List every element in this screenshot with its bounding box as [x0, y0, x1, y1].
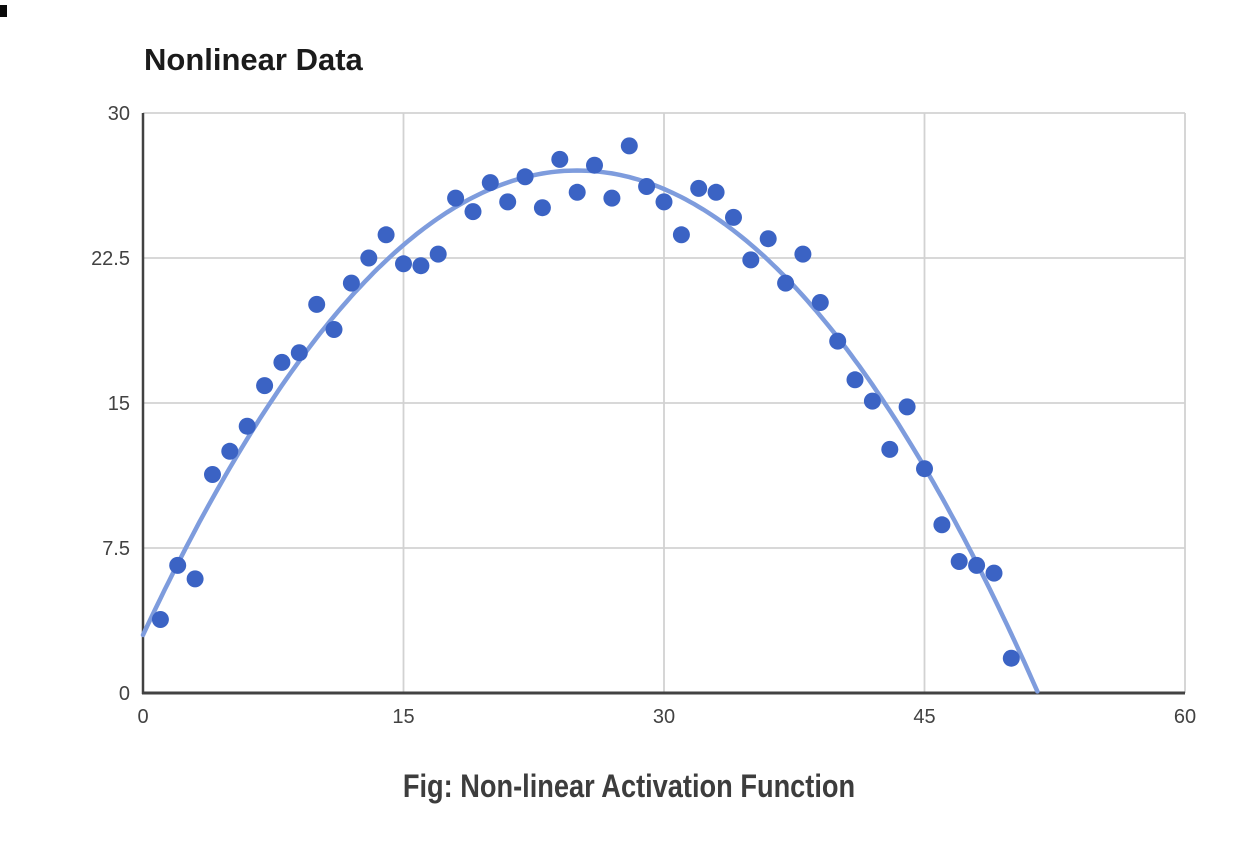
chart-title: Nonlinear Data	[144, 42, 363, 77]
y-tick-label: 15	[108, 393, 130, 415]
data-point	[811, 294, 829, 311]
data-point	[516, 168, 534, 186]
data-point	[759, 230, 777, 248]
data-point	[464, 203, 482, 221]
y-tick-label: 7.5	[102, 538, 130, 560]
data-point	[829, 332, 847, 350]
data-point	[169, 556, 187, 574]
data-point	[985, 564, 1003, 582]
x-tick-label: 60	[1174, 706, 1196, 728]
data-point	[898, 398, 916, 416]
data-point	[481, 174, 499, 192]
data-point	[846, 371, 864, 389]
data-point	[1002, 649, 1020, 667]
data-point	[707, 183, 725, 201]
data-point	[499, 193, 517, 211]
data-point	[342, 274, 360, 292]
screenshot-corner-artifact	[0, 5, 7, 17]
data-point	[412, 257, 430, 275]
data-point	[620, 137, 638, 155]
data-point	[777, 274, 795, 292]
data-point	[360, 249, 378, 267]
data-point	[186, 570, 204, 588]
data-point	[273, 353, 291, 371]
data-point	[221, 442, 239, 460]
data-point	[447, 189, 465, 207]
data-point	[672, 226, 690, 244]
data-point	[968, 556, 986, 574]
data-point	[950, 553, 968, 570]
data-point	[308, 295, 326, 313]
data-point	[325, 321, 343, 338]
data-point	[238, 417, 256, 435]
data-point	[742, 251, 760, 269]
data-point	[603, 189, 621, 207]
data-point	[881, 440, 899, 458]
data-point	[151, 611, 169, 628]
data-point	[429, 245, 447, 263]
data-point	[794, 245, 812, 263]
data-point	[290, 344, 308, 362]
data-point	[551, 150, 569, 168]
data-point	[256, 377, 274, 395]
data-point	[725, 208, 742, 226]
data-point	[395, 255, 412, 273]
data-point	[916, 460, 933, 478]
y-tick-label: 22.5	[91, 248, 130, 270]
y-tick-label: 30	[108, 103, 130, 125]
data-point	[533, 199, 551, 217]
data-point	[568, 183, 586, 201]
data-point	[655, 193, 673, 211]
data-point	[933, 516, 951, 534]
x-tick-label: 45	[913, 706, 935, 728]
data-point	[204, 466, 221, 483]
data-point	[863, 392, 881, 410]
data-point	[377, 226, 395, 244]
data-point	[690, 179, 708, 197]
data-point	[638, 178, 656, 195]
figure-caption: Fig: Non-linear Activation Function	[402, 768, 856, 804]
y-tick-label: 0	[119, 683, 130, 705]
trendline-curve	[140, 168, 1040, 694]
x-tick-label: 15	[392, 706, 414, 728]
data-point	[586, 156, 603, 174]
x-tick-label: 0	[137, 706, 148, 728]
x-tick-label: 30	[653, 706, 675, 728]
